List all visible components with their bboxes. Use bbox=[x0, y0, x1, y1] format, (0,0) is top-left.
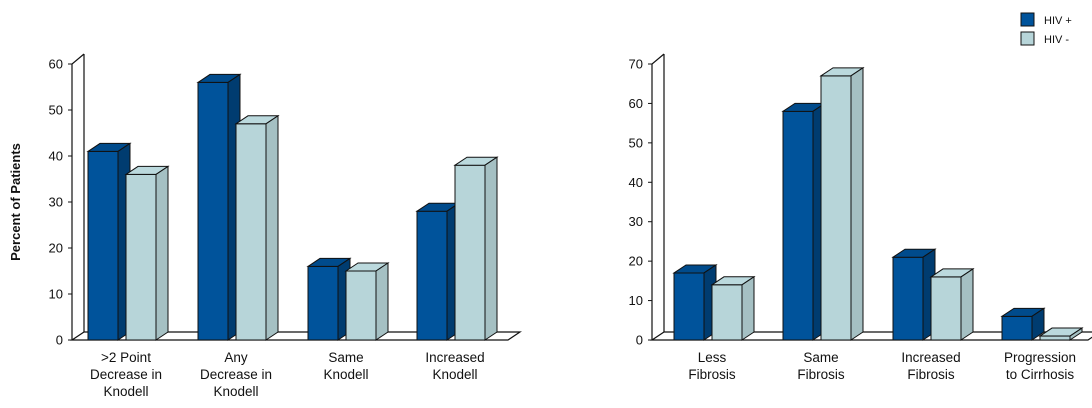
x-category-label-2-point-decrease-in-knodell: >2 Point Decrease in Knodell bbox=[90, 350, 162, 399]
bar-side bbox=[265, 114, 279, 341]
x-category-label-same-knodell: Same Knodell bbox=[323, 350, 368, 382]
bar-side bbox=[960, 267, 974, 341]
bar-hiv-increased-knodell bbox=[453, 156, 499, 341]
legend-label-hiv: HIV - bbox=[1044, 34, 1069, 46]
y-axis-label: Percent of Patients bbox=[8, 143, 23, 261]
bar-front bbox=[197, 81, 229, 341]
bar-hiv-increased-fibrosis bbox=[929, 267, 975, 341]
bar-front bbox=[930, 276, 962, 341]
y-tick-label: 60 bbox=[49, 57, 63, 72]
y-tick-label: 50 bbox=[49, 103, 63, 118]
legend-label-hiv: HIV + bbox=[1044, 15, 1072, 27]
x-category-label-same-fibrosis: Same Fibrosis bbox=[797, 350, 845, 382]
legend-swatch-hiv bbox=[1020, 12, 1035, 27]
x-category-label-progression-to-cirrhosis: Progression to Cirrhosis bbox=[1004, 350, 1076, 382]
bar-side bbox=[1031, 307, 1045, 341]
bar-front bbox=[454, 164, 486, 341]
bar-side bbox=[850, 66, 864, 341]
y-tick-label: 30 bbox=[629, 214, 643, 229]
bar-side bbox=[484, 156, 498, 341]
x-category-label-increased-knodell: Increased Knodell bbox=[425, 350, 484, 382]
bar-hiv-same-knodell bbox=[306, 257, 352, 341]
x-category-label-any-decrease-in-knodell: Any Decrease in Knodell bbox=[200, 350, 272, 399]
bar-hiv-less-fibrosis bbox=[672, 264, 718, 341]
bar-front bbox=[416, 210, 448, 341]
bar-hiv-any-decrease-in-knodell bbox=[234, 114, 280, 341]
bar-front bbox=[1039, 335, 1071, 341]
y-tick-label: 0 bbox=[636, 333, 643, 348]
bar-hiv-same-fibrosis bbox=[819, 66, 865, 341]
y-axis-line bbox=[651, 53, 665, 340]
y-tick-label: 20 bbox=[49, 241, 63, 256]
bar-hiv-progression-to-cirrhosis bbox=[1038, 327, 1084, 341]
bar-front bbox=[235, 123, 267, 341]
bar-hiv-same-knodell bbox=[344, 262, 390, 341]
bar-side bbox=[1069, 327, 1083, 341]
bar-front bbox=[345, 270, 377, 341]
bar-hiv-increased-knodell bbox=[415, 202, 461, 341]
y-tick-label: 10 bbox=[49, 287, 63, 302]
bar-front bbox=[782, 110, 814, 341]
y-axis-line bbox=[71, 53, 85, 340]
y-tick-label: 0 bbox=[56, 333, 63, 348]
bar-side bbox=[375, 262, 389, 341]
bar-hiv-any-decrease-in-knodell bbox=[196, 73, 242, 341]
y-tick-label: 20 bbox=[629, 254, 643, 269]
bar-front bbox=[125, 173, 157, 341]
x-category-label-less-fibrosis: Less Fibrosis bbox=[688, 350, 736, 382]
right-chart: 0 10 20 30 40 50 60 70 Less Fibrosis Same Fibrosis I… bbox=[629, 53, 1092, 382]
bar-hiv-2-point-decrease-in-knodell bbox=[124, 165, 170, 341]
bar-hiv-progression-to-cirrhosis bbox=[1000, 307, 1046, 341]
legend: HIV + HIV - bbox=[1020, 12, 1072, 46]
bar-hiv-same-fibrosis bbox=[781, 102, 827, 341]
bar-side bbox=[155, 165, 169, 341]
bar-hiv-increased-fibrosis bbox=[891, 248, 937, 341]
bar-front bbox=[1001, 315, 1033, 341]
y-tick-label: 30 bbox=[49, 195, 63, 210]
left-chart: 0 10 20 30 40 50 60 Percent of Patients >2 Point… bbox=[8, 53, 522, 399]
bar-hiv-2-point-decrease-in-knodell bbox=[86, 142, 132, 341]
y-tick-label: 50 bbox=[629, 135, 643, 150]
legend-swatch-hiv bbox=[1020, 31, 1035, 46]
bar-front bbox=[87, 150, 119, 341]
bar-hiv-less-fibrosis bbox=[710, 275, 756, 341]
y-tick-label: 60 bbox=[629, 96, 643, 111]
bar-front bbox=[892, 256, 924, 341]
bar-side bbox=[741, 275, 755, 341]
y-tick-label: 10 bbox=[629, 293, 643, 308]
y-tick-label: 40 bbox=[49, 149, 63, 164]
bar-front bbox=[711, 284, 743, 341]
x-category-label-increased-fibrosis: Increased Fibrosis bbox=[901, 350, 960, 382]
bar-front bbox=[673, 272, 705, 341]
bar-front bbox=[820, 75, 852, 341]
y-tick-label: 70 bbox=[629, 57, 643, 72]
y-tick-label: 40 bbox=[629, 175, 643, 190]
bar-front bbox=[307, 265, 339, 341]
